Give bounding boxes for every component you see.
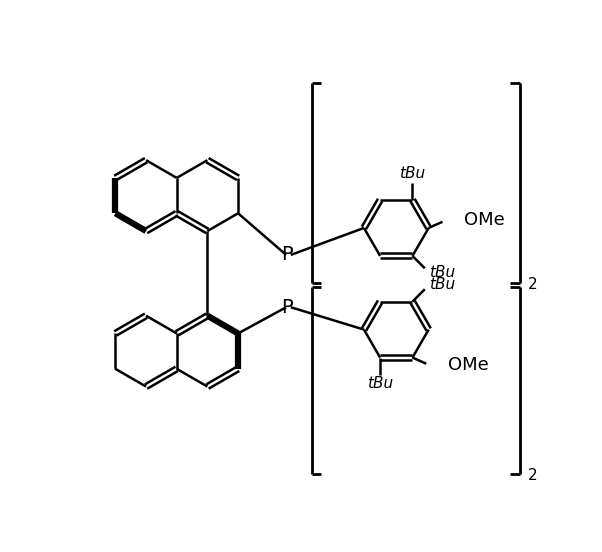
Text: P: P [281, 298, 293, 317]
Text: OMe: OMe [448, 356, 489, 374]
Text: tBu: tBu [399, 166, 426, 181]
Text: 2: 2 [528, 469, 538, 484]
Text: tBu: tBu [367, 376, 393, 391]
Text: P: P [281, 246, 293, 264]
Text: tBu: tBu [429, 277, 455, 292]
Text: 2: 2 [528, 278, 538, 293]
Text: OMe: OMe [464, 211, 505, 229]
Text: tBu: tBu [429, 266, 455, 280]
